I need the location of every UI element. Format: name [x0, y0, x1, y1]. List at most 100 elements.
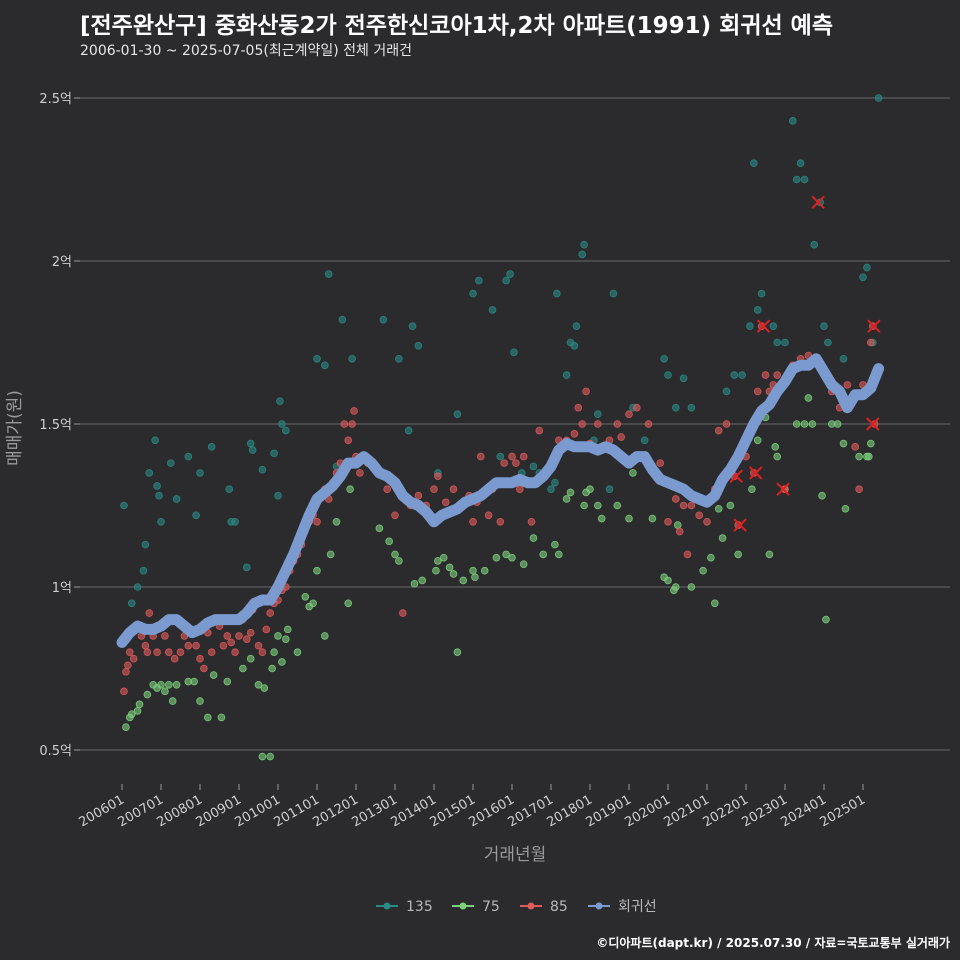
data-point-75 [841, 504, 850, 513]
data-point-75 [344, 599, 353, 608]
data-point-135 [133, 583, 142, 591]
data-point-75 [480, 566, 489, 575]
data-point-85 [664, 517, 672, 526]
data-point-75 [613, 501, 622, 510]
data-point-75 [771, 443, 780, 451]
data-point-135 [792, 175, 801, 184]
data-point-75 [554, 550, 563, 559]
data-point-75 [346, 485, 354, 494]
data-point-85 [313, 517, 321, 526]
data-point-135 [671, 403, 680, 412]
data-point-135 [562, 371, 571, 379]
data-point-85 [141, 641, 150, 650]
data-point-85 [679, 501, 688, 510]
data-point-85 [855, 485, 863, 494]
data-point-75 [122, 723, 130, 731]
data-point-75 [326, 550, 335, 559]
data-point-85 [176, 648, 185, 656]
data-point-135 [529, 462, 538, 471]
data-point-75 [707, 553, 715, 562]
cancelled-marker [867, 319, 881, 333]
data-point-85 [161, 632, 169, 640]
data-point-75 [127, 710, 136, 718]
data-point-85 [644, 420, 653, 428]
data-point-135 [166, 459, 175, 467]
data-point-85 [695, 511, 703, 520]
data-point-75 [209, 671, 218, 679]
data-point-75 [529, 534, 538, 542]
data-point-135 [225, 485, 234, 494]
chart-subtitle: 2006-01-30 ~ 2025-07-05(최근계약일) 전체 거래건 [80, 43, 412, 59]
data-point-135 [248, 446, 257, 454]
legend-label: 회귀선 [618, 899, 657, 915]
data-point-75 [418, 576, 427, 585]
data-point-75 [855, 452, 863, 461]
data-point-75 [375, 524, 384, 533]
legend-item: 85 [520, 899, 568, 915]
data-point-75 [459, 576, 468, 585]
data-point-85 [476, 452, 485, 461]
data-point-75 [246, 654, 255, 663]
data-point-75 [135, 700, 144, 709]
data-point-135 [810, 240, 819, 249]
data-point-75 [168, 697, 177, 705]
data-point-85 [761, 371, 770, 379]
data-point-135 [660, 354, 668, 363]
gridlines [80, 97, 950, 751]
data-point-75 [800, 420, 809, 428]
data-point-75 [395, 557, 403, 565]
data-point-85 [266, 609, 275, 617]
data-point-75 [865, 452, 873, 461]
data-point-85 [196, 654, 204, 663]
data-point-85 [671, 495, 680, 503]
data-point-85 [124, 661, 132, 670]
y-axis-label: 매매가(원) [5, 390, 25, 466]
data-point-75 [629, 469, 637, 477]
data-point-75 [278, 658, 286, 666]
data-point-75 [157, 680, 165, 689]
data-point-135 [127, 599, 136, 608]
data-point-135 [274, 491, 282, 500]
data-point-85 [500, 459, 509, 467]
data-point-135 [139, 566, 148, 575]
data-point-135 [753, 306, 762, 314]
data-point-135 [510, 348, 518, 357]
data-point-75 [734, 550, 742, 559]
data-point-135 [820, 322, 828, 331]
data-point-85 [340, 420, 349, 428]
data-point-135 [570, 341, 579, 350]
data-point-85 [593, 420, 602, 428]
data-point-75 [190, 677, 198, 686]
cancelled-marker [811, 195, 825, 210]
cancelled-marker [733, 518, 747, 532]
data-point-75 [822, 615, 830, 624]
data-point-85 [126, 648, 134, 656]
data-point-75 [710, 599, 719, 608]
legend-swatch-dot [527, 902, 535, 910]
data-point-85 [430, 485, 438, 494]
data-point-85 [515, 485, 524, 494]
data-point-85 [722, 420, 731, 428]
data-point-135 [609, 289, 618, 298]
data-point-135 [746, 322, 754, 331]
data-point-85 [714, 426, 723, 435]
data-point-75 [551, 540, 559, 549]
data-point-75 [143, 690, 152, 699]
data-point-85 [574, 403, 583, 412]
data-point-75 [223, 677, 232, 686]
data-point-135 [605, 485, 614, 494]
data-point-135 [687, 403, 696, 412]
data-point-85 [582, 387, 590, 396]
data-point-85 [350, 407, 358, 415]
data-point-75 [648, 514, 657, 523]
data-point-75 [833, 420, 842, 428]
data-point-75 [469, 566, 477, 575]
legend-item: 135 [376, 899, 433, 915]
y-tick-label: 1억 [52, 581, 72, 596]
data-point-135 [281, 426, 290, 435]
data-point-85 [192, 641, 200, 650]
data-point-85 [469, 517, 477, 526]
data-point-85 [535, 426, 544, 435]
chart-title: [전주완산구] 중화산동2가 전주한신코아1차,2차 아파트(1991) 회귀선… [80, 13, 834, 39]
data-point-85 [496, 517, 505, 526]
